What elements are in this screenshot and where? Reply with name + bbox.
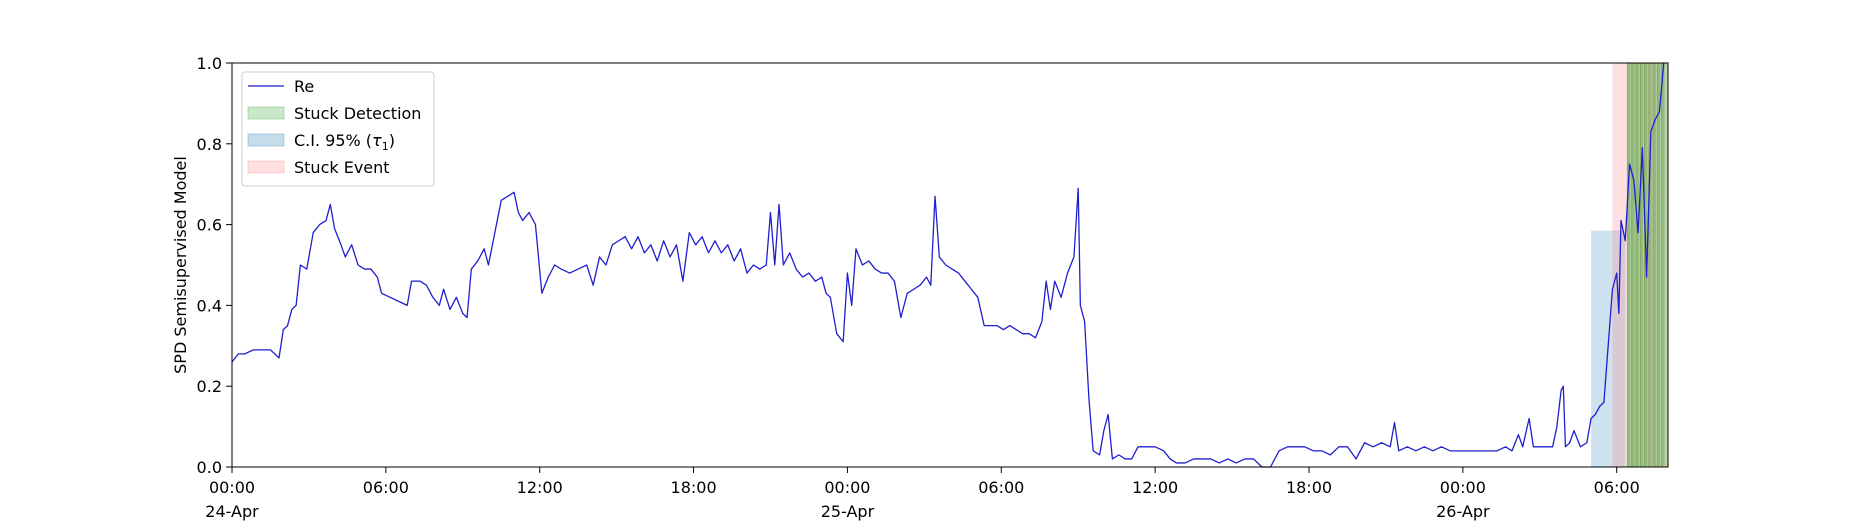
detection-band [1648, 63, 1652, 467]
x-tick-label: 06:00 [363, 478, 409, 497]
x-tick-label: 06:00 [1594, 478, 1640, 497]
legend-box [241, 71, 435, 187]
x-tick-label: 18:00 [1286, 478, 1332, 497]
y-tick-label: 1.0 [197, 54, 222, 73]
legend-patch-swatch [247, 160, 285, 174]
detection-band [1631, 63, 1635, 467]
legend-label: Re [294, 77, 314, 96]
legend: Re Stuck Detection C.I. 95% (τ1) Stuck Even… [241, 71, 435, 187]
x-tick-label: 06:00 [978, 478, 1024, 497]
detection-band [1653, 63, 1657, 467]
y-tick-label: 0.8 [197, 135, 222, 154]
x-tick-label: 00:00 [824, 478, 870, 497]
y-tick-label: 0.2 [197, 377, 222, 396]
x-tick-label: 12:00 [517, 478, 563, 497]
x-tick-date-label: 24-Apr [205, 502, 259, 521]
x-tick-label: 00:00 [1440, 478, 1486, 497]
x-axis: 00:0024-Apr190006:0012:0018:0000:0025-Ap… [205, 467, 1640, 521]
legend-label: Stuck Event [294, 158, 390, 177]
detection-band [1640, 63, 1644, 467]
y-axis: 0.0 0.2 0.4 0.6 0.8 1.0 [197, 54, 232, 477]
detection-band [1627, 63, 1631, 467]
legend-label: C.I. 95% (τ1) [294, 131, 395, 153]
detection-band [1661, 63, 1665, 467]
legend-patch-swatch [247, 106, 285, 120]
shaded-regions [1591, 63, 1668, 467]
legend-patch-swatch [247, 133, 285, 147]
detection-band [1635, 63, 1639, 467]
x-tick-label: 18:00 [671, 478, 717, 497]
y-axis-title: SPD Semisupervised Model [171, 156, 190, 374]
x-tick-label: 12:00 [1132, 478, 1178, 497]
x-tick-date-label: 26-Apr [1436, 502, 1490, 521]
x-tick-label: 00:00 [209, 478, 255, 497]
y-tick-label: 0.6 [197, 216, 222, 235]
y-tick-label: 0.4 [197, 296, 222, 315]
plot-frame [231, 62, 1669, 468]
series-layer [231, 62, 1665, 468]
y-tick-label: 0.0 [197, 458, 222, 477]
detection-band [1657, 63, 1661, 467]
legend-label: Stuck Detection [294, 104, 421, 123]
x-tick-date-label: 25-Apr [821, 502, 875, 521]
series-line-re [231, 62, 1665, 468]
